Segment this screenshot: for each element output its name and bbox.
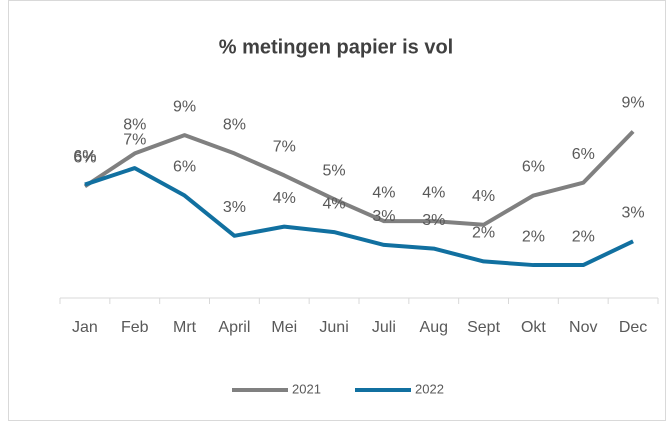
data-label: 3% <box>223 199 246 216</box>
data-label: 6% <box>173 159 196 176</box>
x-tick-label: Juni <box>319 319 348 336</box>
data-label: 4% <box>323 195 346 212</box>
x-tick-label: Jan <box>72 319 98 336</box>
data-label: 4% <box>273 190 296 207</box>
data-label: 6% <box>522 159 545 176</box>
x-tick-label: Mei <box>271 319 297 336</box>
data-label: 7% <box>273 139 296 156</box>
x-tick-label: April <box>218 319 250 336</box>
data-label: 6% <box>73 148 96 165</box>
data-label: 6% <box>73 150 96 167</box>
series-line <box>84 166 634 268</box>
x-tick-label: Okt <box>521 319 546 336</box>
data-label: 3% <box>422 212 445 229</box>
series-line <box>83 130 635 227</box>
data-label: 2% <box>472 225 495 242</box>
data-label: 8% <box>123 117 146 134</box>
x-tick-label: Nov <box>569 319 597 336</box>
chart-frame <box>8 0 666 421</box>
data-label: 6% <box>572 146 595 163</box>
data-label: 7% <box>123 131 146 148</box>
data-label: 8% <box>223 117 246 134</box>
legend-label: 2022 <box>415 381 444 396</box>
legend-label: 2021 <box>292 381 321 396</box>
data-label: 9% <box>173 98 196 115</box>
chart-title: % metingen papier is vol <box>219 36 454 58</box>
data-label: 9% <box>622 95 645 112</box>
data-label: 4% <box>372 184 395 201</box>
data-label: 5% <box>323 162 346 179</box>
x-tick-label: Feb <box>121 319 149 336</box>
x-tick-label: Sept <box>467 319 500 336</box>
data-label: 3% <box>622 204 645 221</box>
data-label: 3% <box>372 208 395 225</box>
data-label: 4% <box>422 184 445 201</box>
x-tick-label: Mrt <box>173 319 197 336</box>
data-label: 2% <box>572 228 595 245</box>
data-label: 4% <box>472 188 495 205</box>
x-tick-label: Aug <box>420 319 448 336</box>
x-tick-label: Juli <box>372 319 396 336</box>
x-tick-label: Dec <box>619 319 647 336</box>
data-label: 2% <box>522 228 545 245</box>
